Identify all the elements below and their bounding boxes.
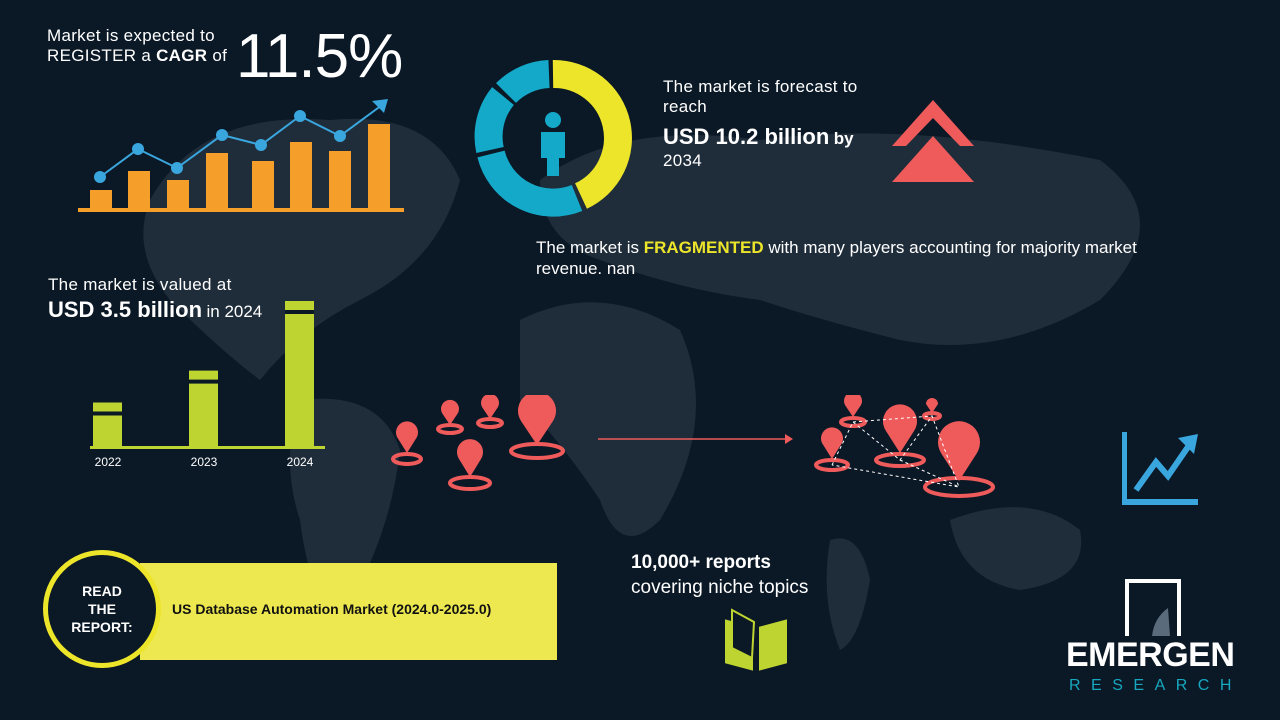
read-report-badge[interactable]: READ THE REPORT:	[43, 550, 161, 668]
market-share-donut	[474, 59, 632, 217]
report-link-banner[interactable]: US Database Automation Market (2024.0-20…	[140, 563, 557, 660]
logo-subtext: RESEARCH	[1069, 677, 1242, 694]
fragmented-text: The market is FRAGMENTED with many playe…	[536, 238, 1137, 278]
x-tick-label: 2023	[190, 455, 218, 469]
x-tick-label: 2024	[286, 455, 314, 469]
forecast-value: USD 10.2 billion	[663, 124, 830, 149]
growth-bar-line-icon	[78, 99, 404, 212]
location-network-illustration	[391, 395, 995, 498]
trend-chart-icon	[1122, 432, 1198, 505]
emergen-logo-mark	[1125, 579, 1181, 636]
axis-baseline	[90, 446, 325, 449]
report-title[interactable]: US Database Automation Market (2024.0-20…	[172, 601, 492, 617]
forecast-label: The market is forecast to reach	[663, 77, 858, 116]
cagr-label: Market is expected to REGISTER a CAGR of	[47, 26, 228, 65]
forecast-year: 2034	[663, 151, 703, 170]
chevron-up-icon	[892, 100, 974, 182]
valued-label: The market is valued at	[48, 275, 232, 294]
valued-value: USD 3.5 billion	[48, 297, 203, 322]
logo-text: EMERGEN	[1066, 636, 1235, 674]
x-tick-label: 2022	[94, 455, 122, 469]
bar-2024	[285, 301, 314, 446]
market-value-bar-chart	[90, 301, 325, 449]
open-book-icon	[723, 608, 789, 674]
bar-2022	[93, 402, 122, 446]
reports-count: 10,000+ reports covering niche topics	[631, 552, 809, 598]
cagr-value: 11.5%	[236, 22, 403, 91]
person-icon	[545, 112, 561, 128]
